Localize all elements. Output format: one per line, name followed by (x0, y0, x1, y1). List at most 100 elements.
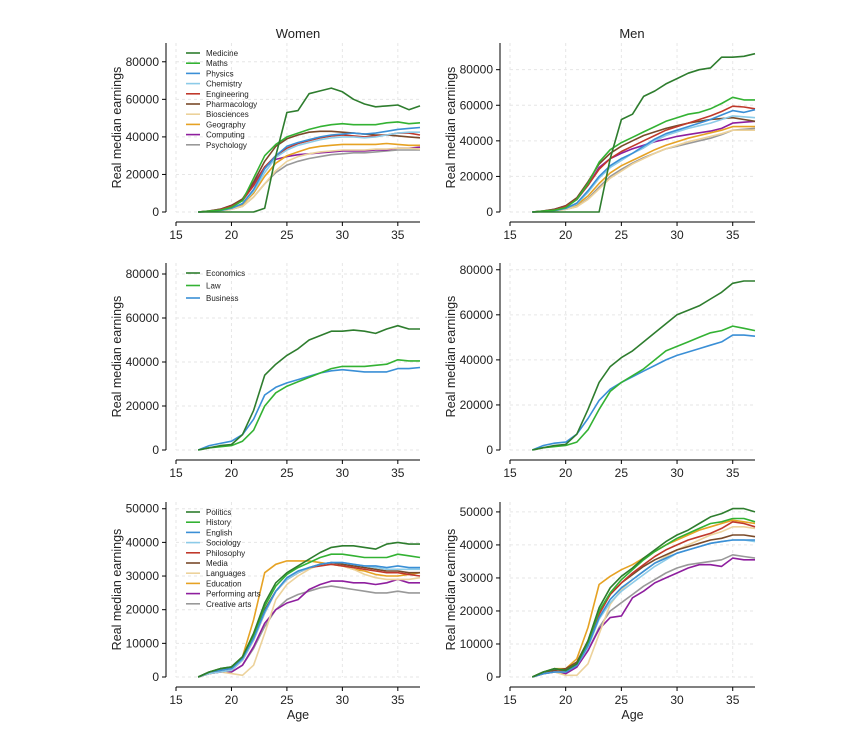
y-axis-label: Real median earnings (110, 296, 124, 418)
y-tick-label: 10000 (460, 637, 494, 651)
y-tick-label: 40000 (126, 355, 160, 369)
series-line-biosciences (532, 129, 755, 213)
legend-label-media: Media (206, 559, 228, 568)
x-tick-label: 35 (391, 466, 405, 480)
x-tick-label: 35 (726, 466, 740, 480)
series-line-law (532, 325, 756, 451)
y-tick-label: 80000 (460, 63, 494, 77)
series-line-english (197, 561, 420, 678)
x-tick-label: 30 (670, 466, 684, 480)
series-line-computing (198, 146, 421, 213)
legend-label-maths: Maths (206, 59, 228, 68)
y-tick-label: 40000 (126, 130, 160, 144)
x-tick-label: 15 (503, 228, 517, 242)
legend-label-chemistry: Chemistry (206, 80, 242, 89)
x-tick-label: 25 (615, 693, 629, 707)
y-tick-label: 80000 (460, 263, 494, 277)
y-tick-label: 20000 (460, 169, 494, 183)
series-line-pharmacology (532, 116, 756, 213)
x-tick-label: 35 (391, 693, 405, 707)
legend-label-politics: Politics (206, 508, 231, 517)
y-tick-label: 50000 (126, 502, 160, 516)
legend-label-law: Law (206, 282, 221, 291)
y-tick-label: 50000 (460, 505, 494, 519)
x-tick-label: 20 (559, 466, 573, 480)
series-line-performing-arts (532, 557, 755, 678)
x-tick-label: 35 (726, 693, 740, 707)
column-title-women: Women (276, 26, 321, 41)
y-tick-label: 20000 (126, 167, 160, 181)
y-axis-label: Real median earnings (444, 529, 458, 651)
series-line-law (198, 358, 420, 451)
series-line-medicine (198, 87, 421, 213)
series-line-maths (532, 96, 755, 213)
column-title-men: Men (619, 26, 644, 41)
x-tick-label: 15 (169, 693, 183, 707)
legend-label-pharmacology: Pharmacology (206, 100, 257, 109)
legend-label-engineering: Engineering (206, 90, 249, 99)
x-axis-label: Age (287, 708, 309, 722)
x-tick-label: 25 (280, 466, 294, 480)
y-tick-label: 0 (152, 670, 159, 684)
x-tick-label: 15 (169, 466, 183, 480)
x-tick-label: 25 (280, 228, 294, 242)
x-tick-label: 30 (336, 693, 350, 707)
x-tick-label: 15 (503, 693, 517, 707)
x-tick-label: 30 (336, 466, 350, 480)
y-tick-label: 30000 (126, 569, 160, 583)
y-tick-label: 20000 (126, 399, 160, 413)
series-line-media (531, 534, 756, 678)
legend-label-languages: Languages (206, 569, 246, 578)
x-tick-label: 20 (559, 693, 573, 707)
panel-women-row1: 0 20000 40000 60000 80000 15 20 25 30 35 Real medi… (110, 43, 421, 242)
series-line-physics (198, 126, 421, 213)
legend-label-medicine: Medicine (206, 49, 239, 58)
y-tick-label: 60000 (460, 308, 494, 322)
y-axis-label: Real median earnings (444, 296, 458, 418)
x-tick-label: 20 (225, 228, 239, 242)
series-line-business (531, 334, 756, 451)
y-axis-label: Real median earnings (444, 67, 458, 189)
series-line-business (197, 366, 421, 451)
y-tick-label: 0 (486, 670, 493, 684)
series-line-politics (197, 541, 420, 678)
x-tick-label: 20 (225, 466, 239, 480)
legend-label-business: Business (206, 294, 238, 303)
legend-label-geography: Geography (206, 120, 246, 129)
x-tick-label: 25 (615, 228, 629, 242)
series-line-biosciences (198, 147, 421, 213)
legend-label-physics: Physics (206, 69, 234, 78)
x-tick-label: 25 (280, 693, 294, 707)
y-tick-label: 40000 (126, 535, 160, 549)
series-line-economics (532, 280, 755, 451)
series-line-politics (531, 507, 756, 678)
y-axis-label: Real median earnings (110, 529, 124, 651)
y-tick-label: 20000 (460, 398, 494, 412)
y-tick-label: 40000 (460, 538, 494, 552)
legend-label-computing: Computing (206, 131, 245, 140)
x-tick-label: 35 (391, 228, 405, 242)
x-tick-label: 15 (503, 466, 517, 480)
series-line-medicine (532, 52, 756, 213)
y-tick-label: 10000 (126, 636, 160, 650)
y-tick-label: 0 (486, 443, 493, 457)
legend-label-philosophy: Philosophy (206, 549, 245, 558)
y-tick-label: 20000 (460, 604, 494, 618)
legend-label-creative-arts: Creative arts (206, 600, 251, 609)
legend-label-economics: Economics (206, 269, 245, 278)
y-tick-label: 60000 (460, 98, 494, 112)
x-tick-label: 15 (169, 228, 183, 242)
legend-label-sociology: Sociology (206, 539, 241, 548)
panel-women-row2: 0 20000 40000 60000 80000 15 20 25 30 35 Real medi… (110, 263, 421, 480)
y-tick-label: 0 (152, 443, 159, 457)
panel-women-row3: 0 10000 20000 30000 40000 50000 15 20 25 30 35 Real… (110, 502, 421, 722)
y-axis-label: Real median earnings (110, 67, 124, 189)
legend-label-education: Education (206, 579, 242, 588)
legend-label-biosciences: Biosciences (206, 110, 249, 119)
x-tick-label: 35 (726, 228, 740, 242)
y-tick-label: 20000 (126, 603, 160, 617)
legend-label-history: History (206, 518, 231, 527)
x-tick-label: 20 (225, 693, 239, 707)
y-tick-label: 0 (152, 205, 159, 219)
